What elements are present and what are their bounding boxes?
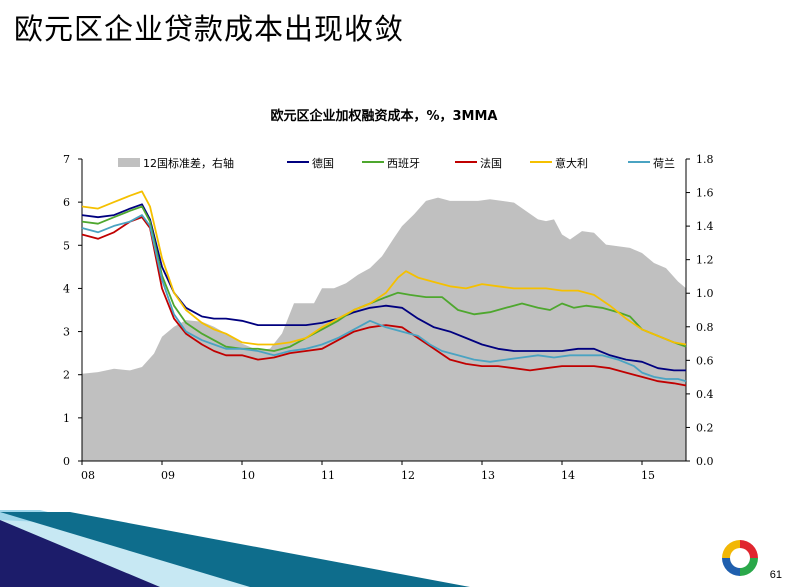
y-right-tick-label: 0.0	[696, 455, 714, 468]
y-right-tick-label: 0.6	[696, 354, 714, 367]
y-right-tick-label: 0.4	[696, 388, 714, 401]
legend-label-德国: 德国	[312, 156, 334, 170]
x-tick-label: 13	[481, 469, 495, 482]
y-left-tick-label: 7	[63, 153, 70, 166]
series-line-意大利	[81, 190, 687, 346]
legend-swatch-area	[118, 158, 140, 167]
legend-label-area: 12国标准差，右轴	[143, 156, 234, 170]
legend-label-意大利: 意大利	[555, 156, 588, 170]
y-left-tick-label: 6	[63, 196, 70, 209]
area-std-dev	[82, 197, 686, 461]
y-left-tick-label: 2	[63, 369, 70, 382]
legend-label-法国: 法国	[480, 156, 502, 170]
series-line-荷兰	[81, 214, 687, 383]
series-line-法国	[81, 216, 687, 387]
slide-title: 欧元区企业贷款成本出现收敛	[14, 12, 405, 46]
legend-label-荷兰: 荷兰	[653, 157, 675, 170]
logo-icon	[722, 540, 758, 576]
x-tick-label: 08	[81, 469, 95, 482]
series-line-德国	[81, 203, 686, 372]
x-tick-label: 11	[321, 469, 335, 482]
y-left-tick-label: 0	[63, 455, 70, 468]
y-right-tick-label: 0.8	[696, 321, 714, 334]
y-right-tick-label: 1.8	[696, 153, 714, 166]
y-right-tick-label: 0.2	[696, 421, 714, 434]
y-right-tick-label: 1.4	[696, 220, 714, 233]
series-line-西班牙	[81, 205, 687, 352]
x-tick-label: 14	[561, 469, 575, 482]
page-number: 61	[769, 569, 782, 581]
x-tick-label: 09	[161, 469, 175, 482]
y-right-tick-label: 1.2	[696, 254, 714, 267]
y-left-tick-label: 4	[63, 282, 70, 295]
y-left-tick-label: 1	[63, 412, 70, 425]
x-tick-label: 15	[641, 469, 655, 482]
y-right-tick-label: 1.0	[696, 287, 714, 300]
x-tick-label: 10	[241, 469, 255, 482]
legend-label-西班牙: 西班牙	[387, 157, 420, 170]
y-right-tick-label: 1.6	[696, 187, 714, 200]
y-left-tick-label: 5	[63, 239, 70, 252]
chart-title: 欧元区企业加权融资成本，%，3MMA	[270, 108, 497, 124]
y-left-tick-label: 3	[63, 326, 70, 339]
x-tick-label: 12	[401, 469, 415, 482]
